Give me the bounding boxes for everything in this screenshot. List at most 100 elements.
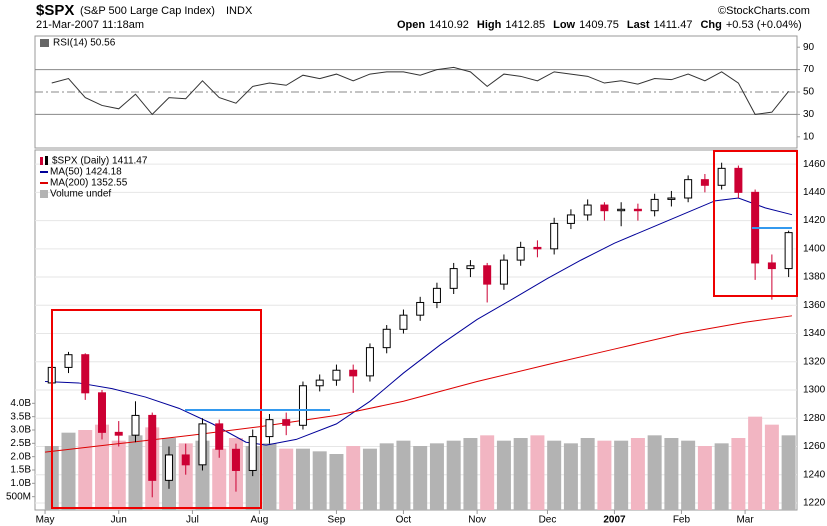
volume-bar xyxy=(731,438,746,510)
candle-body xyxy=(566,214,575,224)
volume-bar xyxy=(362,448,377,510)
x-tick-label: May xyxy=(36,515,55,526)
x-tick-label: Dec xyxy=(539,515,557,526)
candle-body xyxy=(248,436,257,471)
volume-bar xyxy=(748,416,763,510)
legend-marker xyxy=(40,157,43,165)
volume-bar xyxy=(480,435,495,510)
candle-body xyxy=(164,454,173,481)
candle-body xyxy=(583,204,592,216)
volume-bar xyxy=(262,443,277,510)
candle-body xyxy=(550,222,559,250)
candle-body xyxy=(617,208,626,212)
candle-body xyxy=(215,423,224,450)
x-tick-label: Mar xyxy=(736,515,754,526)
volume-bar xyxy=(78,430,93,510)
quote-label: High xyxy=(477,19,502,31)
volume-bar xyxy=(396,440,411,510)
quote-value: 1412.85 xyxy=(505,19,545,31)
timestamp: 21-Mar-2007 11:18am xyxy=(36,19,144,31)
y-tick-label: 1280 xyxy=(803,413,826,424)
candle-body xyxy=(365,347,374,377)
candle-body xyxy=(717,167,726,186)
y-tick-label: 1440 xyxy=(803,187,826,198)
copyright: ©StockCharts.com xyxy=(718,5,810,17)
volume-bar xyxy=(379,443,394,510)
y-tick-label: 1360 xyxy=(803,300,826,311)
candle-body xyxy=(483,265,492,285)
rsi-label: RSI(14) 50.56 xyxy=(53,38,116,49)
quote-value: 1411.47 xyxy=(654,19,693,31)
candle-body xyxy=(148,414,157,481)
volume-bar xyxy=(329,454,344,510)
candle-body xyxy=(416,301,425,316)
y-tick-label: 1240 xyxy=(803,469,826,480)
x-tick-label: Jul xyxy=(186,515,199,526)
x-tick-label: Feb xyxy=(673,515,691,526)
candle-body xyxy=(466,265,475,270)
volume-tick-label: 3.5B xyxy=(10,411,31,422)
candle-body xyxy=(64,354,73,368)
legend-title: $SPX (Daily) 1411.47 xyxy=(52,156,148,167)
volume-bar xyxy=(547,440,562,510)
candle-body xyxy=(382,328,391,349)
x-tick-label: Nov xyxy=(468,515,486,526)
y-tick-label: 1340 xyxy=(803,328,826,339)
candle-body xyxy=(449,268,458,289)
volume-bar xyxy=(597,440,612,510)
y-tick-label: 1320 xyxy=(803,356,826,367)
candle-body xyxy=(533,246,542,250)
volume-bar xyxy=(781,435,796,510)
y-tick-label: 1260 xyxy=(803,441,826,452)
quote-value: 1409.75 xyxy=(579,19,619,31)
quote-value: 1410.92 xyxy=(429,19,469,31)
candle-body xyxy=(399,314,408,330)
exchange: INDX xyxy=(226,5,253,17)
y-tick-label: 1400 xyxy=(803,243,826,254)
x-tick-label: Sep xyxy=(328,515,346,526)
y-tick-label: 50 xyxy=(803,87,815,98)
candle-body xyxy=(298,385,307,426)
volume-bar xyxy=(212,448,227,510)
candle-body xyxy=(600,204,609,212)
volume-bar xyxy=(429,443,444,510)
volume-bar xyxy=(111,440,126,510)
candle-body xyxy=(516,246,525,261)
volume-tick-label: 1.5B xyxy=(10,465,31,476)
x-tick-label: 2007 xyxy=(603,515,626,526)
candle-body xyxy=(282,419,291,426)
volume-bar xyxy=(614,440,629,510)
rsi-legend-marker xyxy=(40,39,49,47)
candle-body xyxy=(349,369,358,377)
quote-label: Open xyxy=(397,19,425,31)
volume-bar xyxy=(279,448,294,510)
candle-body xyxy=(767,262,776,270)
volume-tick-label: 3.0B xyxy=(10,425,31,436)
candle-body xyxy=(667,197,676,200)
candle-body xyxy=(633,208,642,212)
quote: Open 1410.92 High 1412.85 Low 1409.75 Last 1411… xyxy=(397,19,802,31)
volume-bar xyxy=(496,440,511,510)
candle-body xyxy=(198,423,207,466)
legend-entry: MA(200) 1352.55 xyxy=(50,178,128,189)
y-tick-label: 1220 xyxy=(803,498,826,509)
moving-average xyxy=(44,315,793,453)
y-tick-label: 1460 xyxy=(803,159,826,170)
y-tick-label: 1380 xyxy=(803,272,826,283)
candle-body xyxy=(97,392,106,433)
volume-bar xyxy=(463,438,478,510)
volume-bar xyxy=(513,438,528,510)
y-tick-label: 1300 xyxy=(803,385,826,396)
volume-tick-label: 4.0B xyxy=(10,398,31,409)
candle-body xyxy=(734,167,743,193)
candle-body xyxy=(499,259,508,285)
symbol: $SPX xyxy=(36,2,74,19)
candle-body xyxy=(432,287,441,303)
moving-average xyxy=(45,197,793,446)
volume-bar xyxy=(714,443,729,510)
x-tick-label: Jun xyxy=(111,515,127,526)
candle-body xyxy=(784,232,793,270)
quote-label: Low xyxy=(553,19,575,31)
candle-body xyxy=(265,419,274,438)
